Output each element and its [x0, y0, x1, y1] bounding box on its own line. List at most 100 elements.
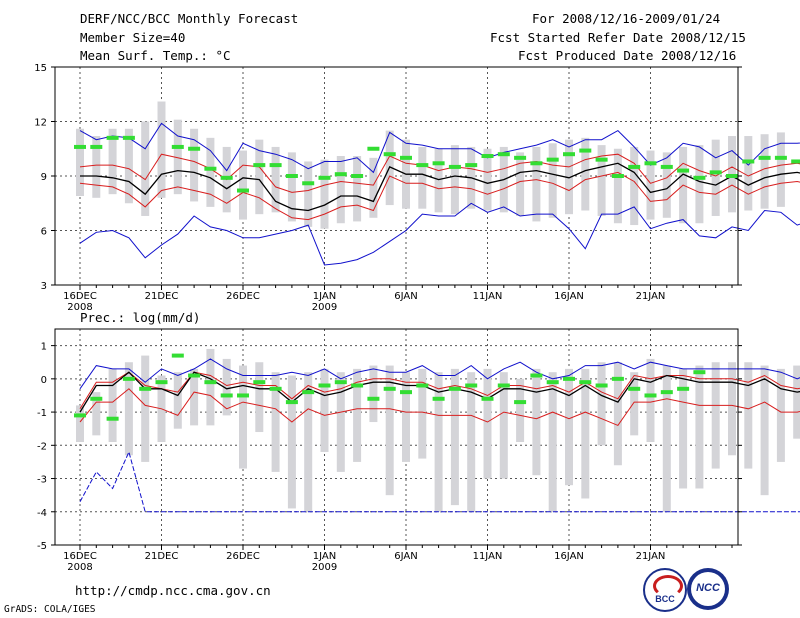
observed-marker [448, 164, 461, 169]
source-url[interactable]: http://cmdp.ncc.cma.gov.cn [75, 583, 271, 598]
observed-marker [742, 159, 755, 164]
ensemble-box [173, 119, 182, 195]
ensemble-box [320, 368, 329, 452]
ensemble-box [287, 152, 296, 222]
ensemble-box [760, 134, 769, 209]
observed-marker [122, 376, 135, 381]
ensemble-box [581, 368, 590, 499]
observed-marker [481, 154, 494, 159]
ensemble-box [516, 378, 525, 442]
observed-marker [465, 163, 478, 168]
x-tick-label: 11JAN [473, 291, 503, 302]
ensemble-box [434, 148, 443, 213]
ensemble-box [630, 146, 639, 226]
observed-marker [269, 386, 282, 391]
observed-marker [497, 383, 510, 388]
ensemble-box [385, 365, 394, 496]
ensemble-box [744, 136, 753, 211]
y-tick-label: -5 [37, 541, 47, 552]
observed-marker [579, 380, 592, 385]
x-tick-label: 26DEC [226, 291, 260, 302]
observed-marker [693, 175, 706, 180]
ensemble-box [76, 405, 84, 442]
observed-marker [481, 396, 494, 401]
observed-marker [660, 390, 673, 395]
ensemble-box [483, 148, 492, 211]
observed-marker [416, 163, 429, 168]
observed-marker [677, 386, 690, 391]
observed-marker [546, 380, 559, 385]
ensemble-box [124, 362, 133, 456]
observed-marker [758, 155, 771, 160]
ensemble-box [336, 156, 345, 224]
member-size: Member Size=40 [80, 30, 186, 45]
precipitation-title: Prec.: log(mm/d) [80, 310, 201, 325]
observed-marker [334, 380, 347, 385]
observed-marker [220, 175, 233, 180]
x-year-label: 2008 [67, 302, 92, 313]
ncc-globe-icon [691, 572, 725, 606]
observed-marker [726, 174, 738, 178]
ensemble-box [418, 146, 427, 209]
ensemble-box [141, 121, 150, 216]
ensemble-box [124, 128, 133, 204]
ensemble-box [793, 365, 800, 439]
plot-frame [54, 328, 739, 546]
ensemble-box [679, 368, 688, 489]
observed-marker [514, 155, 527, 160]
ensemble-box [776, 368, 785, 462]
observed-marker [432, 161, 445, 166]
observed-marker [90, 396, 103, 401]
ensemble-box [141, 355, 150, 462]
observed-marker [530, 161, 543, 166]
observed-marker [367, 146, 380, 151]
observed-marker [611, 376, 624, 381]
ensemble-box [695, 365, 704, 489]
ensemble-box [565, 368, 573, 486]
ensemble-box [776, 132, 785, 207]
chart-title: DERF/NCC/BCC Monthly Forecast [80, 11, 299, 26]
observed-marker [660, 164, 673, 169]
y-tick-label: -4 [37, 508, 47, 519]
observed-marker [774, 155, 787, 160]
observed-marker [74, 413, 86, 418]
observed-marker [351, 174, 364, 178]
ensemble-box [190, 368, 199, 426]
observed-marker [383, 386, 396, 391]
observed-marker [514, 400, 527, 405]
x-tick-label: 21DEC [145, 551, 179, 562]
observed-marker [188, 146, 201, 151]
ensemble-box [108, 128, 117, 195]
observed-marker [139, 386, 152, 391]
ensemble-box [450, 145, 459, 215]
ensemble-box [271, 372, 280, 472]
ensemble-box [662, 152, 671, 218]
outer-low-line [79, 202, 800, 266]
ensemble-box [646, 150, 655, 220]
observed-marker [302, 390, 315, 395]
ensemble-box [565, 139, 573, 215]
observed-marker [677, 168, 690, 173]
ensemble-box [548, 143, 557, 218]
observed-marker [432, 396, 445, 401]
observed-marker [351, 383, 364, 388]
y-tick-label: 9 [41, 172, 47, 183]
ensemble-box [255, 362, 264, 433]
observed-marker [155, 380, 168, 385]
bcc-swirl-icon [653, 575, 683, 597]
forecast-range: For 2008/12/16-2009/01/24 [532, 11, 721, 26]
fcst-produced-date: Fcst Produced Date 2008/12/16 [518, 48, 737, 63]
x-tick-label: 21JAN [636, 551, 666, 562]
y-tick-label: 6 [41, 227, 47, 238]
ensemble-box [467, 372, 476, 512]
ensemble-box [597, 145, 606, 216]
ensemble-box [450, 368, 459, 506]
x-tick-label: 6JAN [394, 551, 417, 562]
observed-marker [791, 159, 800, 164]
ensemble-box [206, 348, 215, 426]
ensemble-box [434, 372, 443, 512]
observed-marker [546, 157, 559, 162]
ensemble-box [304, 161, 313, 227]
ensemble-box [353, 368, 362, 462]
